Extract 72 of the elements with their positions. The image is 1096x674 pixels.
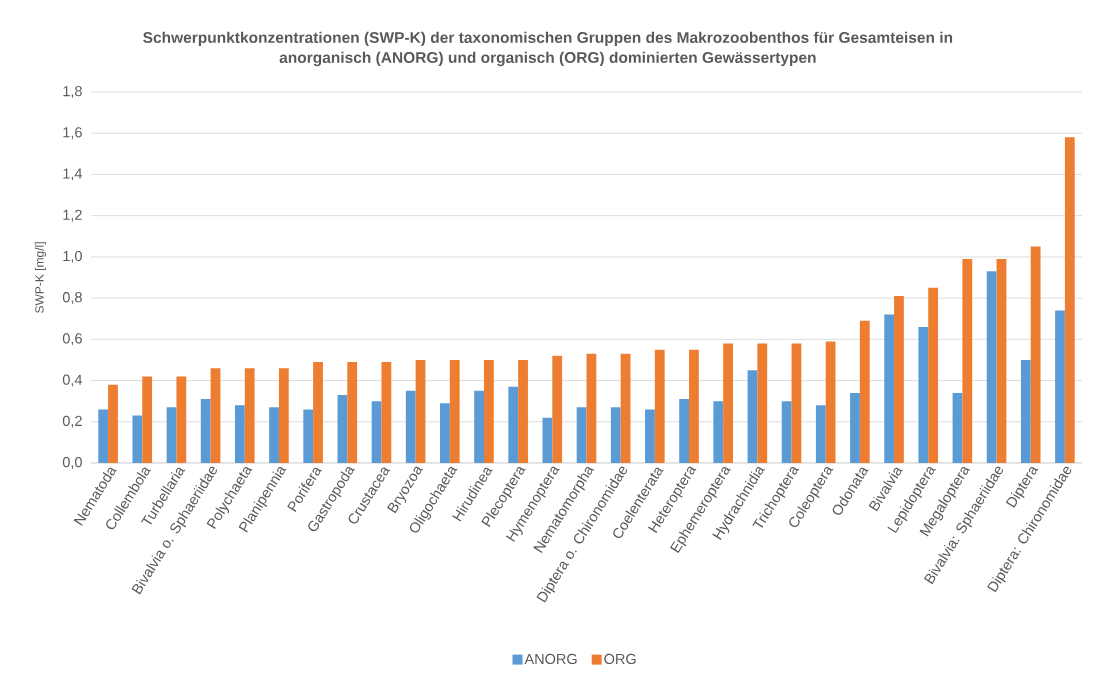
bar — [337, 394, 348, 463]
bar — [918, 326, 929, 463]
bar — [791, 343, 802, 463]
y-tick-label: 1,8 — [63, 85, 82, 98]
bar — [347, 361, 358, 463]
bar — [303, 409, 314, 463]
legend-label: ORG — [604, 653, 636, 665]
bar — [850, 392, 860, 463]
bar — [278, 368, 289, 463]
bar — [962, 258, 973, 463]
bar — [508, 386, 519, 463]
bar — [645, 409, 655, 463]
chart-title: Schwerpunktkonzentrationen (SWP-K) der taxonomischen Gruppen des Makrozoobenthos für Gesamteisen in anorganisch (ANORG) und organisch (ORG) dominierten Gewässertypen — [143, 31, 953, 67]
bar — [269, 407, 279, 463]
y-tick-label: 1,2 — [63, 209, 82, 222]
bar — [576, 407, 587, 463]
bar — [200, 399, 211, 463]
y-tick-label: 1,6 — [63, 127, 82, 140]
bar — [552, 355, 563, 463]
bar — [654, 349, 665, 463]
bar — [483, 359, 494, 463]
bar — [313, 361, 323, 463]
bar — [986, 271, 997, 463]
bar — [884, 314, 895, 463]
bar — [518, 359, 528, 463]
bar — [244, 368, 255, 463]
bar — [1055, 310, 1065, 463]
y-tick-label: 0,2 — [62, 415, 82, 428]
y-tick-label: 1,0 — [63, 250, 82, 263]
y-axis-title: SWP-K [mg/l] — [34, 242, 47, 313]
bar — [781, 401, 792, 463]
bar — [689, 349, 699, 463]
legend-label: ANORG — [524, 653, 577, 665]
bar — [98, 409, 109, 463]
y-tick-label: 1,4 — [63, 168, 83, 181]
bar — [440, 403, 450, 463]
bar — [474, 390, 484, 463]
bar — [176, 376, 187, 463]
bar — [815, 405, 826, 463]
bar — [747, 370, 758, 463]
bar — [381, 361, 392, 463]
bar — [542, 417, 553, 463]
bar — [132, 415, 143, 463]
bar — [371, 401, 382, 463]
bar — [894, 296, 904, 463]
bar — [952, 392, 963, 463]
bar — [142, 376, 153, 463]
bar — [108, 384, 118, 463]
bar — [723, 343, 733, 463]
bar — [210, 368, 221, 463]
y-tick-label: 0,4 — [62, 374, 83, 387]
bar — [234, 405, 245, 463]
bar — [405, 390, 416, 463]
bar — [586, 353, 597, 463]
bar — [996, 258, 1007, 463]
bar — [679, 399, 690, 463]
bar — [449, 359, 460, 463]
bar — [610, 407, 621, 463]
bar — [166, 407, 177, 463]
bar — [859, 320, 870, 463]
bar — [713, 401, 724, 463]
y-tick-label: 0,6 — [62, 333, 82, 346]
bar — [620, 353, 631, 463]
bar — [757, 343, 768, 463]
bar — [825, 341, 836, 463]
y-tick-label: 0,0 — [62, 456, 82, 469]
bar — [415, 359, 426, 463]
bar — [1030, 246, 1041, 463]
bar — [1064, 137, 1075, 463]
bar — [928, 287, 939, 463]
y-tick-label: 0,8 — [62, 292, 82, 305]
bar — [1020, 359, 1031, 463]
